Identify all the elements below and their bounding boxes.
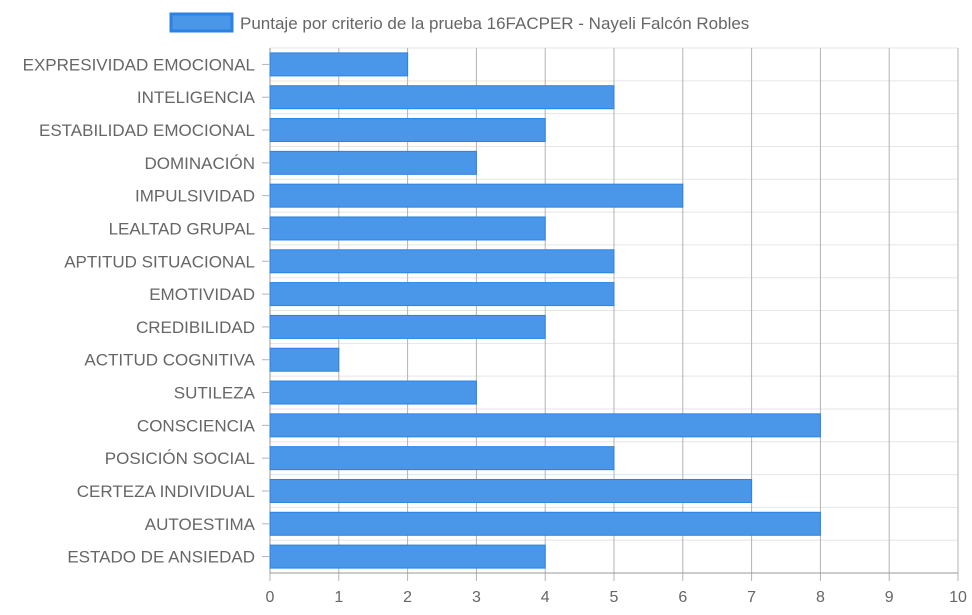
- bar[interactable]: [269, 216, 546, 241]
- x-tick-label: 9: [885, 589, 894, 606]
- category-label: ESTADO DE ANSIEDAD: [67, 548, 255, 567]
- category-label: AUTOESTIMA: [145, 515, 256, 534]
- bars-group: [269, 52, 821, 569]
- bar[interactable]: [269, 511, 821, 536]
- bar[interactable]: [269, 314, 546, 339]
- x-tick-label: 10: [949, 589, 967, 606]
- category-label: EMOTIVIDAD: [149, 285, 255, 304]
- bar[interactable]: [269, 347, 340, 372]
- bar[interactable]: [269, 478, 753, 503]
- x-tick-label: 0: [266, 589, 275, 606]
- category-label: POSICIÓN SOCIAL: [105, 449, 255, 468]
- category-label: DOMINACIÓN: [145, 154, 256, 173]
- chart-axes: 0 1 2 3 4 5 6 7 8 9 10 EXPRESIVIDAD EMOCIONAL INTELI…: [23, 55, 967, 606]
- category-label: CERTEZA INDIVIDUAL: [77, 482, 255, 501]
- category-label: ESTABILIDAD EMOCIONAL: [39, 121, 255, 140]
- legend-swatch[interactable]: [169, 12, 234, 33]
- bar[interactable]: [269, 380, 477, 405]
- category-label: CONSCIENCIA: [137, 416, 256, 435]
- bar[interactable]: [269, 249, 615, 274]
- bar[interactable]: [269, 446, 615, 471]
- x-tick-label: 6: [678, 589, 687, 606]
- category-label: SUTILEZA: [174, 384, 256, 403]
- bar[interactable]: [269, 85, 615, 110]
- x-tick-label: 8: [816, 589, 825, 606]
- x-tick-label: 1: [334, 589, 343, 606]
- bar[interactable]: [269, 544, 546, 569]
- bar[interactable]: [269, 183, 684, 208]
- x-tick-label: 3: [472, 589, 481, 606]
- chart-legend[interactable]: Puntaje por criterio de la prueba 16FACP…: [169, 12, 749, 33]
- x-tick-label: 5: [610, 589, 619, 606]
- bar[interactable]: [269, 150, 477, 175]
- bar[interactable]: [269, 52, 409, 77]
- category-label: APTITUD SITUACIONAL: [64, 252, 255, 271]
- category-label: LEALTAD GRUPAL: [109, 219, 255, 238]
- legend-label[interactable]: Puntaje por criterio de la prueba 16FACP…: [240, 14, 749, 33]
- bar[interactable]: [269, 118, 546, 143]
- category-label: IMPULSIVIDAD: [135, 187, 255, 206]
- bar[interactable]: [269, 282, 615, 307]
- x-tick-label: 7: [747, 589, 756, 606]
- category-label: ACTITUD COGNITIVA: [84, 351, 255, 370]
- category-label: CREDIBILIDAD: [136, 318, 255, 337]
- category-label: EXPRESIVIDAD EMOCIONAL: [23, 55, 255, 74]
- bar[interactable]: [269, 413, 821, 438]
- x-tick-label: 2: [403, 589, 412, 606]
- category-label: INTELIGENCIA: [137, 88, 256, 107]
- x-tick-label: 4: [541, 589, 550, 606]
